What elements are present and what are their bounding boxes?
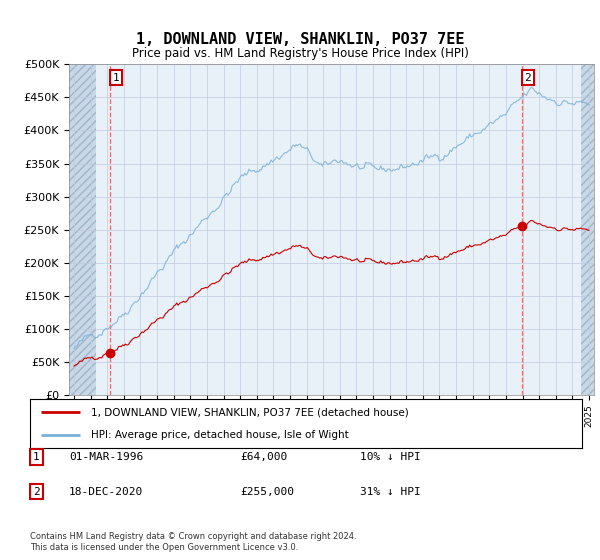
Text: 1, DOWNLAND VIEW, SHANKLIN, PO37 7EE: 1, DOWNLAND VIEW, SHANKLIN, PO37 7EE <box>136 32 464 47</box>
Text: 1, DOWNLAND VIEW, SHANKLIN, PO37 7EE (detached house): 1, DOWNLAND VIEW, SHANKLIN, PO37 7EE (de… <box>91 407 409 417</box>
Text: 31% ↓ HPI: 31% ↓ HPI <box>360 487 421 497</box>
Text: 01-MAR-1996: 01-MAR-1996 <box>69 452 143 462</box>
Text: 2: 2 <box>33 487 40 497</box>
Text: £255,000: £255,000 <box>240 487 294 497</box>
Text: £64,000: £64,000 <box>240 452 287 462</box>
Text: 1: 1 <box>33 452 40 462</box>
Text: 18-DEC-2020: 18-DEC-2020 <box>69 487 143 497</box>
Text: Price paid vs. HM Land Registry's House Price Index (HPI): Price paid vs. HM Land Registry's House … <box>131 47 469 60</box>
Text: 2: 2 <box>524 73 531 83</box>
Text: HPI: Average price, detached house, Isle of Wight: HPI: Average price, detached house, Isle… <box>91 430 349 440</box>
Text: Contains HM Land Registry data © Crown copyright and database right 2024.
This d: Contains HM Land Registry data © Crown c… <box>30 532 356 552</box>
Text: 10% ↓ HPI: 10% ↓ HPI <box>360 452 421 462</box>
Text: 1: 1 <box>113 73 119 83</box>
